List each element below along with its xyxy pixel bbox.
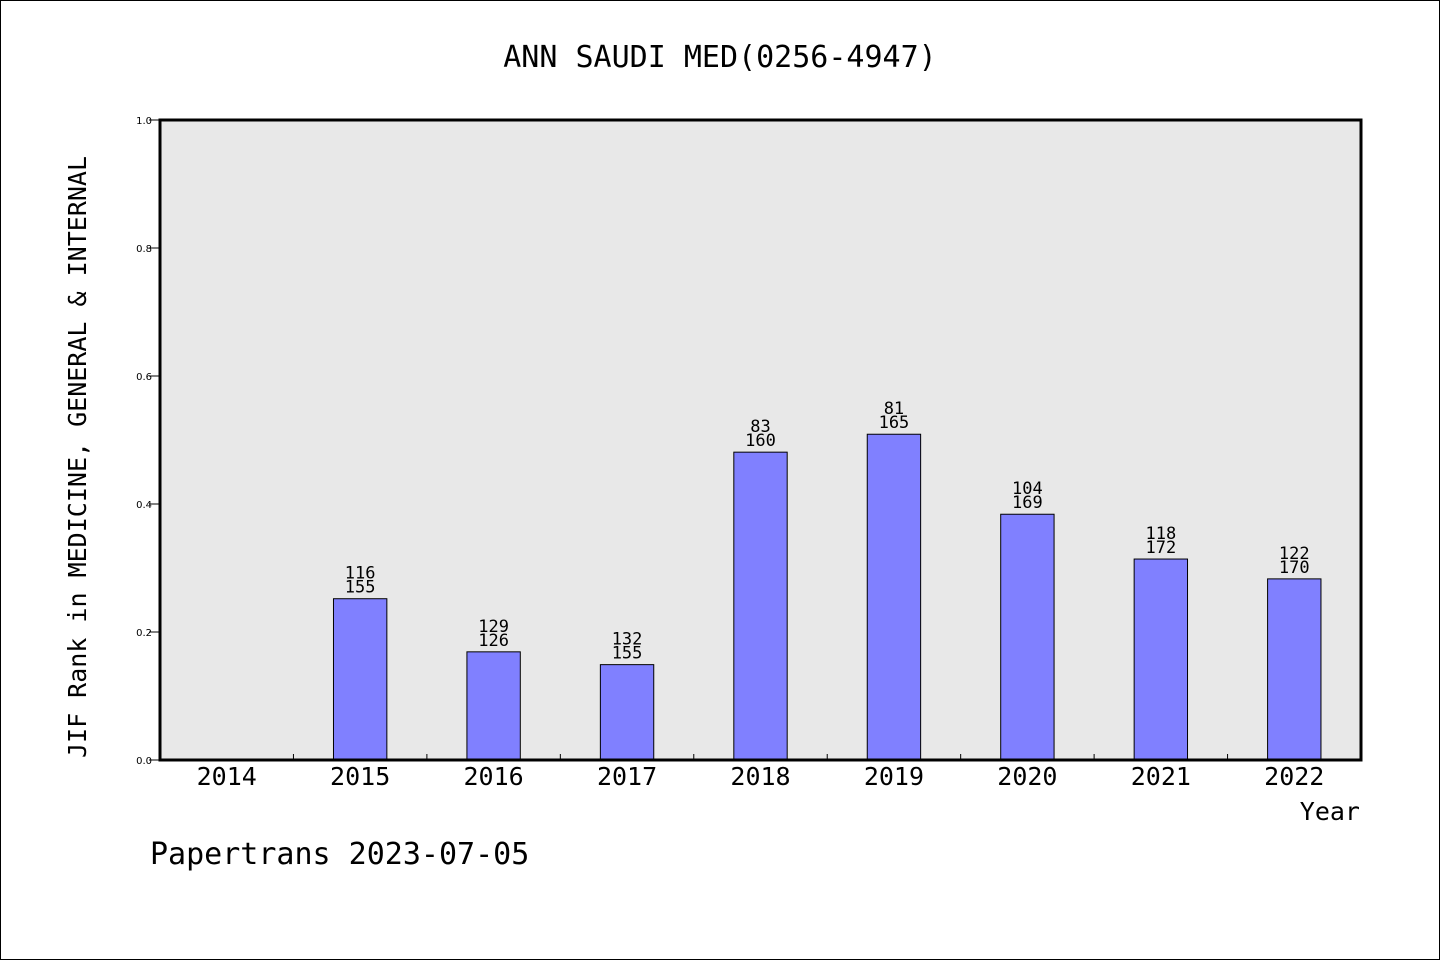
x-tick-label: 2017	[597, 762, 657, 791]
y-tick-label: 0.6	[136, 372, 152, 383]
x-axis-ticks: 2014 2015 2016 2017 2018 2019 2020 2021 2022	[197, 754, 1324, 791]
y-axis-label: JIF Rank in MEDICINE, GENERAL & INTERNAL	[63, 156, 92, 758]
x-tick-label: 2020	[997, 762, 1057, 791]
bar-label-rank: 129	[478, 617, 509, 637]
bar-label-total: 165	[879, 413, 910, 433]
plot-border	[158, 118, 1363, 762]
bar-2015	[332, 598, 388, 761]
bar-label-total: 172	[1145, 538, 1176, 558]
bar-2017	[599, 664, 655, 761]
chart-title: ANN SAUDI MED(0256-4947)	[503, 40, 936, 75]
y-tick-label: 1.0	[136, 116, 152, 127]
x-axis-label: Year	[1300, 797, 1360, 826]
x-tick-label: 2019	[864, 762, 924, 791]
x-tick-label: 2021	[1131, 762, 1191, 791]
bar-label-rank: 132	[612, 630, 643, 650]
x-tick-label: 2014	[197, 762, 257, 791]
bar-2020	[1000, 513, 1055, 761]
bar-label-total: 155	[345, 578, 376, 598]
bar-label-rank: 122	[1279, 544, 1310, 564]
bar-2019	[866, 433, 922, 761]
bar-2016	[466, 651, 521, 761]
y-tick-label: 0.2	[136, 628, 152, 639]
bar-label-total: 170	[1279, 558, 1310, 578]
footer-credit: Papertrans 2023-07-05	[150, 837, 529, 872]
bar-label-total: 160	[745, 431, 776, 451]
bar-label-rank: 81	[884, 399, 904, 419]
x-tick-label: 2022	[1264, 762, 1324, 791]
bar-2022	[1267, 578, 1322, 761]
bar-label-rank: 83	[750, 417, 770, 437]
x-tick-label: 2018	[730, 762, 790, 791]
bar-2021	[1133, 558, 1189, 761]
bars-group	[332, 433, 1322, 761]
y-tick-label: 0.0	[136, 756, 152, 767]
bar-label-rank: 118	[1145, 524, 1176, 544]
bar-label-rank: 116	[345, 564, 376, 584]
bar-2018	[733, 451, 788, 761]
bar-label-total: 155	[612, 644, 643, 664]
y-tick-label: 0.8	[136, 244, 152, 255]
y-axis-ticks: 0.0 0.2 0.4 0.6 0.8 1.0	[136, 116, 160, 767]
y-tick-label: 0.4	[136, 500, 152, 511]
bar-label-total: 126	[478, 631, 509, 651]
x-tick-label: 2015	[330, 762, 390, 791]
x-tick-label: 2016	[464, 762, 524, 791]
bar-label-total: 169	[1012, 493, 1043, 513]
bar-label-rank: 104	[1012, 479, 1043, 499]
